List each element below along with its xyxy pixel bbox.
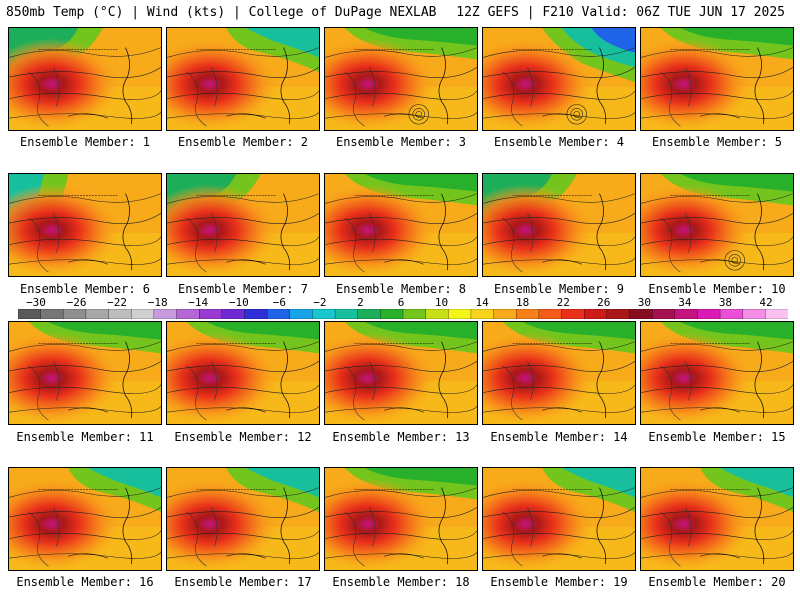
ensemble-member-map — [166, 321, 320, 425]
ensemble-member-label: Ensemble Member: 7 — [177, 282, 309, 296]
color-scale-swatch — [289, 309, 313, 319]
color-scale-swatch — [63, 309, 87, 319]
color-scale-tick-label: −10 — [228, 296, 249, 309]
ensemble-member-label: Ensemble Member: 15 — [648, 430, 786, 444]
ensemble-member-map — [482, 27, 636, 131]
color-scale-tick-label: −30 — [26, 296, 46, 309]
color-scale-swatch — [266, 309, 291, 319]
color-scale-swatch — [765, 309, 788, 319]
color-scale-swatch — [380, 309, 404, 319]
ensemble-member-map — [324, 173, 478, 277]
color-scale-swatch — [425, 309, 449, 319]
color-scale-tick-label: 22 — [556, 296, 570, 309]
color-scale-tick-label: 2 — [357, 296, 364, 309]
color-scale-tick-label: 42 — [759, 296, 773, 309]
color-scale-tick-label: −22 — [107, 296, 128, 309]
ensemble-member-map — [8, 467, 162, 571]
temperature-color-scale — [18, 309, 788, 319]
color-scale-swatch — [199, 309, 223, 319]
color-scale-swatch — [402, 309, 427, 319]
color-scale-swatch — [697, 309, 721, 319]
ensemble-member-label: Ensemble Member: 13 — [332, 430, 470, 444]
map-title: 850mb Temp (°C) | Wind (kts) | College o… — [6, 5, 437, 20]
color-scale-tick-label: 10 — [434, 296, 449, 309]
color-scale-swatch — [18, 309, 42, 319]
ensemble-member-label: Ensemble Member: 12 — [174, 430, 312, 444]
ensemble-member-label: Ensemble Member: 2 — [177, 135, 309, 149]
ensemble-member-map — [640, 321, 794, 425]
color-scale-swatch — [176, 309, 200, 319]
color-scale-swatch — [538, 309, 562, 319]
ensemble-member-map — [8, 27, 162, 131]
ensemble-member-label: Ensemble Member: 1 — [19, 135, 151, 149]
ensemble-member-map — [482, 467, 636, 571]
ensemble-member-label: Ensemble Member: 4 — [493, 135, 625, 149]
color-scale-swatch — [244, 309, 268, 319]
ensemble-member-map — [640, 173, 794, 277]
ensemble-member-map — [166, 27, 320, 131]
ensemble-member-label: Ensemble Member: 19 — [490, 575, 628, 589]
color-scale-swatch — [561, 309, 585, 319]
ensemble-member-label: Ensemble Member: 6 — [19, 282, 151, 296]
color-scale-swatch — [493, 309, 517, 319]
ensemble-member-label: Ensemble Member: 16 — [16, 575, 154, 589]
color-scale-swatch — [312, 309, 336, 319]
color-scale-tick-label: 18 — [516, 296, 530, 309]
color-scale-tick-label: 30 — [637, 296, 651, 309]
color-scale-swatch — [584, 309, 608, 319]
color-scale-swatch — [629, 309, 653, 319]
color-scale-swatch — [606, 309, 630, 319]
ensemble-member-map — [324, 321, 478, 425]
color-scale-swatch — [470, 309, 495, 319]
color-scale-swatch — [674, 309, 698, 319]
color-scale-swatch — [85, 309, 110, 319]
color-scale-swatch — [651, 309, 676, 319]
color-scale-tick-label: −6 — [272, 296, 286, 309]
ensemble-member-map — [8, 173, 162, 277]
ensemble-member-label: Ensemble Member: 14 — [490, 430, 628, 444]
color-scale-swatch — [742, 309, 766, 319]
color-scale-tick-label: −14 — [188, 296, 209, 309]
ensemble-member-label: Ensemble Member: 10 — [648, 282, 786, 296]
ensemble-member-map — [166, 173, 320, 277]
color-scale-swatch — [40, 309, 64, 319]
color-scale-swatch — [131, 309, 155, 319]
model-run-info: 12Z GEFS | F210 Valid: 06Z TUE JUN 17 20… — [456, 5, 785, 20]
color-scale-tick-label: −2 — [313, 296, 327, 309]
ensemble-member-label: Ensemble Member: 5 — [651, 135, 783, 149]
ensemble-member-label: Ensemble Member: 17 — [174, 575, 312, 589]
ensemble-member-label: Ensemble Member: 9 — [493, 282, 625, 296]
color-scale-swatch — [357, 309, 381, 319]
ensemble-member-label: Ensemble Member: 18 — [332, 575, 470, 589]
color-scale-swatch — [221, 309, 245, 319]
ensemble-member-map — [8, 321, 162, 425]
color-scale-swatch — [334, 309, 359, 319]
color-scale-swatch — [448, 309, 472, 319]
ensemble-member-map — [324, 467, 478, 571]
color-scale-tick-label: 38 — [718, 296, 733, 309]
ensemble-member-map — [482, 321, 636, 425]
color-scale-tick-label: −26 — [66, 296, 87, 309]
color-scale-swatch — [153, 309, 177, 319]
color-scale-swatch — [516, 309, 540, 319]
ensemble-member-map — [166, 467, 320, 571]
ensemble-member-map — [640, 467, 794, 571]
color-scale-swatch — [108, 309, 132, 319]
ensemble-member-map — [640, 27, 794, 131]
ensemble-member-label: Ensemble Member: 8 — [335, 282, 467, 296]
color-scale-tick-label: 14 — [475, 296, 489, 309]
color-scale-tick-label: 6 — [397, 296, 405, 309]
ensemble-member-label: Ensemble Member: 11 — [16, 430, 154, 444]
color-scale-swatch — [719, 309, 744, 319]
ensemble-member-map — [482, 173, 636, 277]
color-scale-tick-label: 34 — [678, 296, 692, 309]
ensemble-member-label: Ensemble Member: 3 — [335, 135, 467, 149]
ensemble-member-label: Ensemble Member: 20 — [648, 575, 786, 589]
color-scale-tick-label: −18 — [147, 296, 168, 309]
color-scale-tick-label: 26 — [597, 296, 611, 309]
ensemble-member-map — [324, 27, 478, 131]
